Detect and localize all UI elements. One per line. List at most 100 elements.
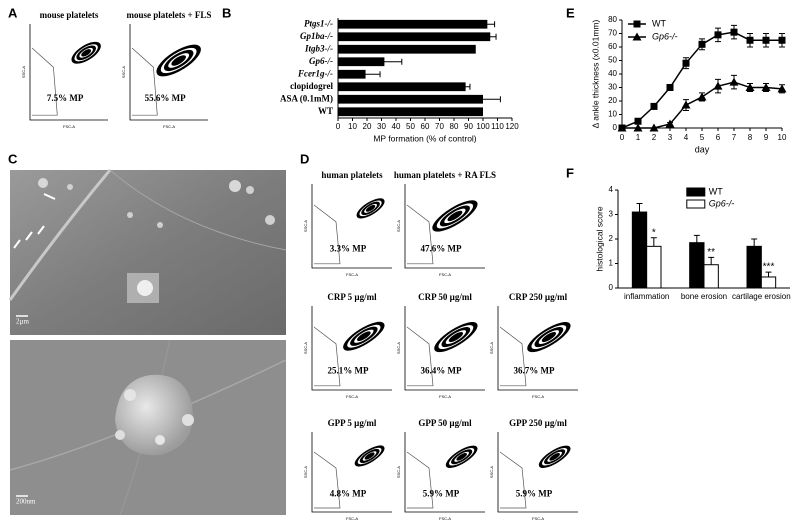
error-bar bbox=[765, 271, 772, 277]
marker bbox=[650, 102, 658, 110]
gate bbox=[131, 47, 158, 116]
gate-label: 25.1% MP bbox=[328, 366, 369, 376]
x-tick-label: 90 bbox=[464, 122, 473, 131]
x-tick-label: 9 bbox=[764, 133, 769, 142]
flow-axis-label: FSC-A bbox=[346, 516, 358, 521]
x-tick-label: 0 bbox=[336, 122, 341, 131]
marker bbox=[762, 36, 770, 44]
x-tick-label: inflammation bbox=[624, 292, 669, 301]
y-tick-label: 30 bbox=[608, 83, 617, 92]
flow-title: mouse platelets + FLS bbox=[127, 10, 212, 20]
gate-label: 4.8% MP bbox=[330, 488, 367, 498]
gate bbox=[499, 451, 527, 509]
legend-label: WT bbox=[652, 18, 666, 28]
bar bbox=[631, 211, 648, 289]
flow-axis-label: SSC-A bbox=[303, 220, 308, 233]
flow-axes bbox=[311, 184, 392, 269]
x-tick-label: 7 bbox=[732, 133, 737, 142]
y-tick-label: 0 bbox=[609, 283, 614, 292]
contour bbox=[541, 332, 557, 343]
marker bbox=[634, 117, 642, 125]
y-axis-label: histological score bbox=[594, 206, 604, 271]
x-tick-label: 20 bbox=[363, 122, 372, 131]
x-tick-label: 110 bbox=[491, 122, 504, 131]
error-bar bbox=[751, 238, 758, 247]
flow-axes bbox=[497, 432, 578, 513]
significance: ** bbox=[707, 247, 715, 258]
flow-axis-label: SSC-A bbox=[303, 342, 308, 355]
marker bbox=[761, 83, 771, 91]
marker bbox=[729, 77, 739, 86]
flow-axes bbox=[29, 24, 108, 121]
contour bbox=[448, 332, 464, 343]
y-tick-label: 70 bbox=[608, 29, 617, 38]
y-axis-label: Δ ankle thickness (x0.01mm) bbox=[590, 20, 600, 129]
flow-axis-label: FSC-A bbox=[439, 272, 451, 277]
x-tick-label: 6 bbox=[716, 133, 721, 142]
gate bbox=[406, 451, 434, 509]
marker bbox=[681, 100, 691, 109]
x-tick-label: 70 bbox=[435, 122, 444, 131]
x-tick-label: 10 bbox=[778, 133, 787, 142]
y-tick-label: 0 bbox=[613, 123, 618, 132]
marker bbox=[745, 83, 755, 91]
flow-axis-label: FSC-A bbox=[439, 394, 451, 399]
x-tick-label: 5 bbox=[700, 133, 705, 142]
significance: *** bbox=[763, 262, 775, 273]
error-bar bbox=[367, 58, 403, 65]
category-label: Gp6-/- bbox=[309, 56, 333, 66]
marker bbox=[746, 36, 754, 44]
contour bbox=[364, 452, 375, 460]
y-tick-label: 1 bbox=[609, 259, 614, 268]
contour bbox=[81, 49, 92, 57]
gate bbox=[406, 204, 434, 265]
marker bbox=[682, 59, 690, 67]
marker bbox=[649, 123, 659, 132]
error-bar bbox=[708, 256, 715, 265]
flow-title: GPP 50 µg/ml bbox=[418, 418, 472, 428]
marker bbox=[714, 31, 722, 39]
flow-axis-label: FSC-A bbox=[63, 124, 75, 129]
panel-label: C bbox=[8, 151, 18, 166]
marker bbox=[633, 123, 643, 132]
gate-label: 55.6% MP bbox=[145, 93, 186, 103]
x-tick-label: bone erosion bbox=[681, 292, 727, 301]
error-bar bbox=[484, 33, 497, 40]
gate-label: 7.5% MP bbox=[47, 93, 84, 103]
gate-label: 3.3% MP bbox=[330, 244, 367, 254]
significance: * bbox=[652, 227, 656, 238]
x-axis-label: day bbox=[695, 144, 710, 154]
flow-axis-label: FSC-A bbox=[346, 272, 358, 277]
flow-axis-label: FSC-A bbox=[532, 516, 544, 521]
x-tick-label: 120 bbox=[505, 122, 519, 131]
y-tick-label: 10 bbox=[608, 110, 617, 119]
x-tick-label: 80 bbox=[450, 122, 459, 131]
marker bbox=[777, 84, 787, 93]
flow-axes bbox=[404, 184, 485, 269]
bar bbox=[760, 276, 777, 289]
error-bar bbox=[465, 96, 501, 103]
panel-label: F bbox=[566, 165, 574, 180]
scale-bar-label: 2µm bbox=[16, 318, 30, 326]
gate-label: 36.4% MP bbox=[421, 366, 462, 376]
bar bbox=[338, 57, 385, 67]
gate bbox=[313, 204, 341, 265]
scale-bar-label: 200nm bbox=[16, 498, 36, 506]
flow-axis-label: SSC-A bbox=[489, 342, 494, 355]
gate-label: 36.7% MP bbox=[514, 366, 555, 376]
category-label: Gp1ba-/- bbox=[300, 31, 333, 41]
flow-axis-label: SSC-A bbox=[489, 466, 494, 479]
flow-axis-label: FSC-A bbox=[439, 516, 451, 521]
flow-axis-label: FSC-A bbox=[346, 394, 358, 399]
flow-title: CRP 5 µg/ml bbox=[327, 292, 377, 302]
panel-label: A bbox=[8, 5, 18, 20]
gate-label: 5.9% MP bbox=[423, 488, 460, 498]
flow-axes bbox=[311, 432, 392, 513]
contour bbox=[456, 453, 467, 461]
marker bbox=[697, 92, 707, 101]
marker bbox=[778, 36, 786, 44]
category-label: Itgb3-/- bbox=[304, 43, 333, 53]
x-tick-label: 8 bbox=[748, 133, 753, 142]
error-bar bbox=[461, 83, 471, 90]
